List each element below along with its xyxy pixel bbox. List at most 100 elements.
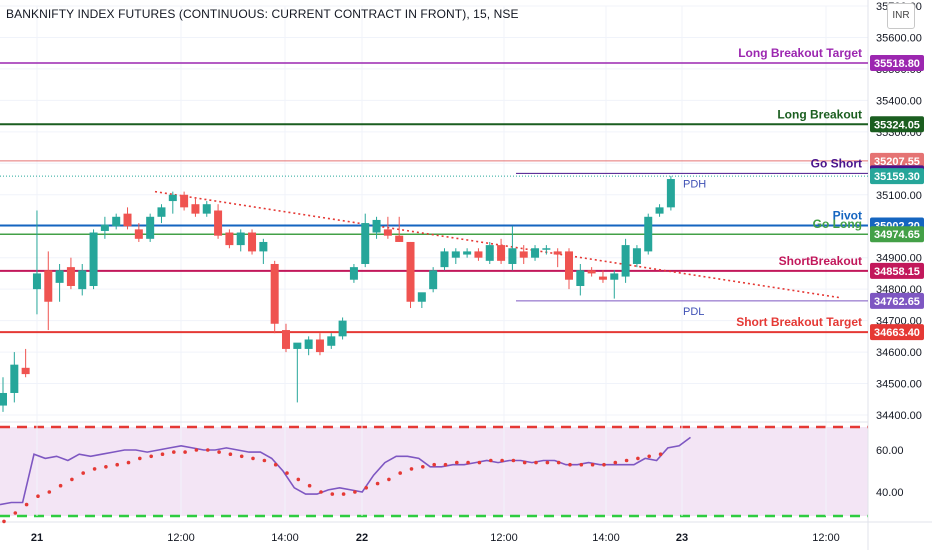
candle[interactable] <box>55 263 64 302</box>
candle[interactable] <box>474 248 483 261</box>
candle[interactable] <box>112 213 121 230</box>
candle-body <box>372 219 381 233</box>
candle[interactable] <box>123 207 132 230</box>
candle-body <box>225 232 234 246</box>
candle-body <box>632 248 641 264</box>
candle[interactable] <box>180 191 189 211</box>
candle[interactable] <box>632 245 641 268</box>
oscillator-tick-label: 40.00 <box>876 487 904 499</box>
candle[interactable] <box>598 270 607 283</box>
candle[interactable] <box>610 270 619 299</box>
price-badge-bg <box>870 226 924 243</box>
oscillator-signal-dot <box>432 462 437 467</box>
candle[interactable] <box>485 241 494 264</box>
candle[interactable] <box>417 292 426 309</box>
candles[interactable] <box>0 175 675 412</box>
candle[interactable] <box>372 216 381 239</box>
candle[interactable] <box>440 248 449 271</box>
candle[interactable] <box>429 267 438 293</box>
candle[interactable] <box>225 229 234 249</box>
candle[interactable] <box>270 260 279 334</box>
candle-body <box>100 224 109 231</box>
chart-title: BANKNIFTY INDEX FUTURES (CONTINUOUS: CUR… <box>6 7 519 21</box>
price-badge-bg <box>870 292 924 309</box>
candle[interactable] <box>214 204 223 239</box>
candle-body <box>10 364 19 393</box>
candle[interactable] <box>508 226 517 271</box>
oscillator-signal-dot <box>217 450 221 454</box>
candle[interactable] <box>553 248 562 268</box>
candle[interactable] <box>248 229 257 255</box>
annotations: PDH PDL <box>683 178 706 318</box>
candle[interactable] <box>406 241 415 309</box>
candle[interactable] <box>293 342 302 403</box>
candle[interactable] <box>191 197 200 217</box>
candle[interactable] <box>451 248 460 264</box>
oscillator-signal-dot <box>160 452 165 457</box>
candle[interactable] <box>531 245 540 261</box>
price-badge-label: 34858.15 <box>874 266 920 278</box>
candle[interactable] <box>565 248 573 290</box>
candle-body <box>191 204 200 214</box>
level-names: Long Breakout Target Long Breakout Go Shor… <box>736 46 862 329</box>
price-badge-label: 34762.65 <box>874 296 920 308</box>
candle[interactable] <box>315 333 324 356</box>
oscillator-signal-dot <box>613 460 618 465</box>
price-badge-bg <box>870 324 924 341</box>
candle-body <box>349 267 358 280</box>
price-badge-bg <box>870 152 924 169</box>
candle[interactable] <box>383 216 392 239</box>
oscillator-signal-dot <box>364 486 369 490</box>
candle[interactable] <box>338 317 347 340</box>
candle[interactable] <box>644 213 653 255</box>
candle[interactable] <box>621 238 630 283</box>
candle[interactable] <box>655 204 664 217</box>
candle[interactable] <box>497 238 506 264</box>
candle[interactable] <box>259 238 268 264</box>
candle[interactable] <box>349 263 358 283</box>
candle[interactable] <box>327 333 336 349</box>
candle[interactable] <box>666 175 675 211</box>
candle[interactable] <box>89 229 98 290</box>
candle[interactable] <box>587 267 596 277</box>
candle[interactable] <box>542 245 551 255</box>
time-axis[interactable]: 21 12:00 14:00 22 12:00 14:00 23 12:00 <box>31 532 840 544</box>
candle[interactable] <box>236 229 245 252</box>
candle[interactable] <box>361 213 370 268</box>
time-tick-label: 14:00 <box>592 532 620 544</box>
candle[interactable] <box>282 323 290 353</box>
oscillator-signal-dot <box>353 490 357 494</box>
candle[interactable] <box>519 245 528 264</box>
oscillator-signal-dot <box>387 477 391 482</box>
candle[interactable] <box>395 216 404 242</box>
level-name-label: Long Breakout <box>777 107 862 121</box>
candle[interactable] <box>134 223 143 242</box>
oscillator-signal-dot <box>285 471 289 475</box>
level-name-label: ShortBreakout <box>779 254 862 268</box>
level-name-label: Short Breakout Target <box>736 315 862 329</box>
annotation-pdl: PDL <box>683 306 704 318</box>
candle-body <box>406 241 415 302</box>
oscillator-signal-dot <box>104 465 108 469</box>
candle-body <box>383 229 392 236</box>
candle[interactable] <box>21 348 30 378</box>
candle[interactable] <box>0 377 7 412</box>
candle[interactable] <box>10 352 19 403</box>
candle[interactable] <box>304 336 313 356</box>
oscillator-signal-dot <box>296 477 301 482</box>
oscillator-signal-dot <box>47 490 52 494</box>
candle[interactable] <box>157 204 166 224</box>
candle[interactable] <box>32 210 41 315</box>
candle[interactable] <box>44 251 53 331</box>
oscillator-signal-dot <box>194 448 199 452</box>
candle[interactable] <box>146 213 155 242</box>
candle[interactable] <box>168 191 177 214</box>
candle[interactable] <box>100 216 109 239</box>
candle[interactable] <box>463 248 472 258</box>
candle[interactable] <box>78 263 87 296</box>
candle[interactable] <box>576 263 585 296</box>
candle[interactable] <box>202 201 211 217</box>
candle-body <box>293 342 302 349</box>
currency-button[interactable]: INR <box>887 3 915 29</box>
candle[interactable] <box>66 257 75 290</box>
